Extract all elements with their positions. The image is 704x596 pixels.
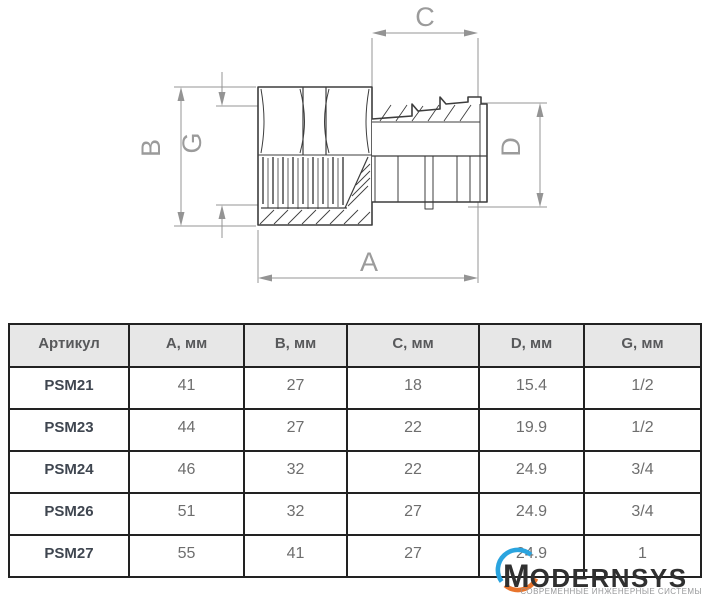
- table-row: PSM26 51 32 27 24.9 3/4: [8, 492, 702, 536]
- header-c: C, мм: [346, 323, 480, 368]
- article-cell: PSM24: [8, 450, 130, 494]
- value-cell: 27: [243, 408, 348, 452]
- article-cell: PSM27: [8, 534, 130, 578]
- table-row: PSM21 41 27 18 15.4 1/2: [8, 366, 702, 410]
- value-cell: 1: [583, 534, 702, 578]
- dimension-arrows: [177, 29, 544, 282]
- logo-arc-icon: [495, 547, 539, 593]
- value-cell: 22: [346, 450, 480, 494]
- value-cell: 1/2: [583, 408, 702, 452]
- value-cell: 51: [128, 492, 245, 536]
- value-cell: 41: [243, 534, 348, 578]
- value-cell: 27: [346, 492, 480, 536]
- value-cell: 32: [243, 492, 348, 536]
- dim-label-b: B: [136, 139, 166, 157]
- spec-table-body: PSM21 41 27 18 15.4 1/2 PSM23 44 27 22 19.9 1/2 PSM2…: [8, 366, 702, 578]
- header-a: A, мм: [128, 323, 245, 368]
- value-cell: 41: [128, 366, 245, 410]
- value-cell: 32: [243, 450, 348, 494]
- value-cell: 3/4: [583, 450, 702, 494]
- logo-brand-rest: ODERNSYS: [529, 563, 688, 593]
- table-header-row: Артикул A, мм B, мм C, мм D, мм G, мм: [8, 323, 702, 368]
- article-cell: PSM26: [8, 492, 130, 536]
- value-cell: 24.9: [478, 450, 585, 494]
- section-hatching: [259, 104, 472, 225]
- logo: MODERNSYS СОВРЕМЕННЫЕ ИНЖЕНЕРНЫЕ СИСТЕМЫ: [494, 540, 704, 596]
- dim-label-a: A: [360, 247, 378, 277]
- value-cell: 27: [346, 534, 480, 578]
- value-cell: 24.9: [478, 492, 585, 536]
- value-cell: 15.4: [478, 366, 585, 410]
- value-cell: 44: [128, 408, 245, 452]
- dim-label-d: D: [496, 137, 526, 157]
- fitting-body: [257, 86, 488, 226]
- value-cell: 22: [346, 408, 480, 452]
- header-g: G, мм: [583, 323, 702, 368]
- value-cell: 18: [346, 366, 480, 410]
- value-cell: 3/4: [583, 492, 702, 536]
- value-cell: 1/2: [583, 366, 702, 410]
- logo-brand-first-letter: M: [503, 558, 530, 594]
- article-cell: PSM21: [8, 366, 130, 410]
- thread-lines: [262, 157, 344, 209]
- technical-drawing: C A B G D: [136, 2, 547, 283]
- logo-tagline: СОВРЕМЕННЫЕ ИНЖЕНЕРНЫЕ СИСТЕМЫ: [520, 587, 702, 596]
- value-cell: 55: [128, 534, 245, 578]
- value-cell: 27: [243, 366, 348, 410]
- spec-table: Артикул A, мм B, мм C, мм D, мм G, мм PS…: [8, 323, 702, 578]
- dim-label-c: C: [415, 2, 435, 32]
- header-article: Артикул: [8, 323, 130, 368]
- table-row: PSM27 55 41 27 24.9 1: [8, 534, 702, 578]
- table-row: PSM24 46 32 22 24.9 3/4: [8, 450, 702, 494]
- logo-brand-text: MODERNSYS: [503, 560, 688, 592]
- article-cell: PSM23: [8, 408, 130, 452]
- header-d: D, мм: [478, 323, 585, 368]
- dim-label-g: G: [177, 132, 207, 153]
- header-b: B, мм: [243, 323, 348, 368]
- table-row: PSM23 44 27 22 19.9 1/2: [8, 408, 702, 452]
- value-cell: 19.9: [478, 408, 585, 452]
- value-cell: 46: [128, 450, 245, 494]
